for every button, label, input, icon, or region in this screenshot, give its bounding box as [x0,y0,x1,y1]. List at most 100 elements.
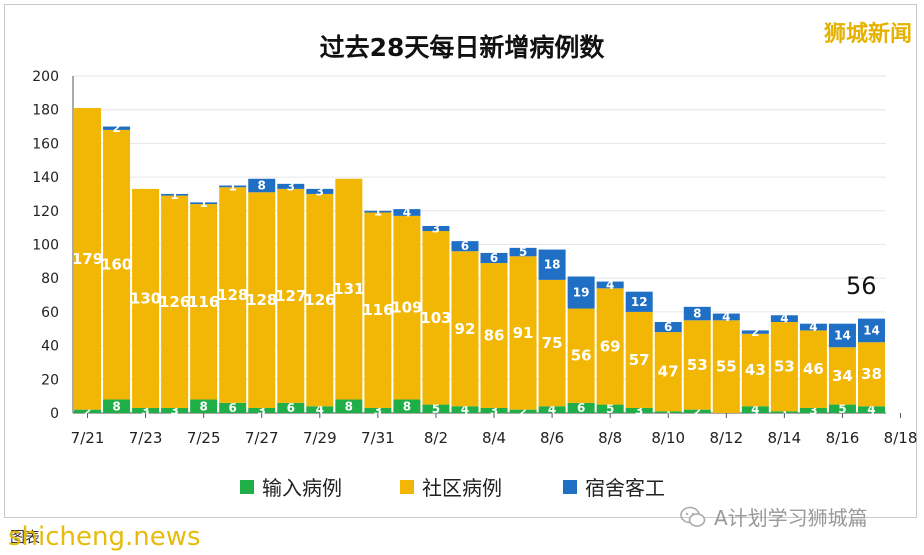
y-tick-label: 40 [41,339,59,355]
y-tick-label: 160 [32,136,59,152]
data-label: 1 [780,405,788,419]
bar-segment [625,291,653,312]
wechat-account: A计划学习狮城篇 [680,502,868,531]
data-label: 3 [170,403,178,417]
bar-segment [393,215,421,400]
bar-segment [770,322,798,412]
data-label: 4 [606,278,614,292]
bar-segment [654,332,682,412]
bar-segment [364,210,392,213]
x-tick-label: 8/12 [709,429,743,447]
data-label: 6 [490,251,498,265]
data-label: 38 [861,365,882,383]
data-label: 131 [333,280,364,298]
data-label: 8 [693,307,701,321]
data-label: 8 [199,399,207,413]
data-label: 6 [461,239,469,253]
x-tick-label: 8/10 [651,429,685,447]
y-tick-label: 20 [41,372,59,388]
y-tick-label: 0 [50,406,59,422]
bar-segment [654,322,682,333]
bar-segment [683,306,711,321]
data-label: 3 [141,403,149,417]
data-label: 4 [461,403,469,417]
bar-segment [103,129,131,400]
bar-segment [219,402,247,413]
data-label: 3 [490,403,498,417]
bar-segment [799,323,827,331]
legend-swatch-community [400,479,414,494]
data-label: 2 [519,404,527,418]
bar-segment [422,231,450,405]
data-label: 6 [577,401,585,415]
legend-item-community: 社区病例 [400,472,502,501]
data-label: 6 [287,401,295,415]
bar-segment [741,406,769,413]
footer-caption: 图表 [10,528,41,546]
data-label: 4 [403,205,411,219]
bar-segment [596,281,624,289]
x-tick-label: 7/27 [245,429,279,447]
x-tick-label: 8/6 [540,429,564,447]
data-label: 56 [571,347,592,365]
data-label: 8 [403,399,411,413]
x-tick-label: 7/25 [187,429,221,447]
data-label: 1 [199,196,207,210]
bar-segment [567,402,595,413]
bar-segment [480,252,508,264]
y-tick-label: 80 [41,271,59,287]
bar-segment [480,263,508,408]
bar-segment [683,320,711,410]
data-label: 8 [345,399,353,413]
data-label: 4 [722,310,730,324]
data-label: 69 [600,337,621,355]
data-label: 47 [658,363,679,381]
x-tick-label: 7/31 [361,429,395,447]
legend-label-community: 社区病例 [422,476,502,500]
bar-segment [596,288,624,405]
bar-segment [219,185,247,188]
x-tick-label: 8/4 [482,429,506,447]
bar-segment [509,247,537,257]
data-label: 116 [188,293,219,311]
bar-segment [799,330,827,408]
data-label: 109 [391,299,422,317]
bar-segment [161,407,189,413]
bar-segment [828,323,856,348]
legend-swatch-imported [240,479,254,494]
data-label: 86 [484,326,505,344]
data-label: 43 [745,361,766,379]
bar-segment [422,225,450,232]
data-label: 4 [751,403,759,417]
data-label: 103 [420,309,451,327]
bar-segment [770,411,798,413]
data-label: 14 [863,323,880,337]
bar-segment [248,407,276,413]
data-label: 179 [72,250,103,268]
bar-segment [509,409,537,413]
bar-segment [277,188,305,403]
y-tick-label: 180 [32,103,59,119]
bar-segment [132,188,160,408]
bar-segment [567,276,595,309]
data-label: 3 [432,221,440,235]
data-label: 55 [716,358,737,376]
brand-label: 狮城新闻 [823,22,912,47]
bar-segment [857,318,885,343]
data-label: 3 [287,179,295,193]
bar-segment [277,402,305,413]
data-label: 57 [629,351,650,369]
bar-segment [103,399,131,413]
bar-segment [509,256,537,410]
bar-segment [451,406,479,413]
bar-segment [132,407,160,413]
bar-segment [625,407,653,413]
data-label: 3 [809,403,817,417]
bar-segment [190,399,218,413]
bar-segment [219,187,247,403]
bar-segment [828,347,856,405]
bar-segment [683,409,711,413]
bar-segment [712,320,740,413]
bar-segment [857,342,885,407]
bar-segment [828,404,856,413]
